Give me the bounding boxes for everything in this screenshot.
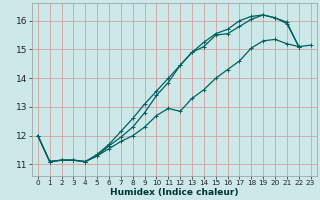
X-axis label: Humidex (Indice chaleur): Humidex (Indice chaleur) <box>110 188 238 197</box>
